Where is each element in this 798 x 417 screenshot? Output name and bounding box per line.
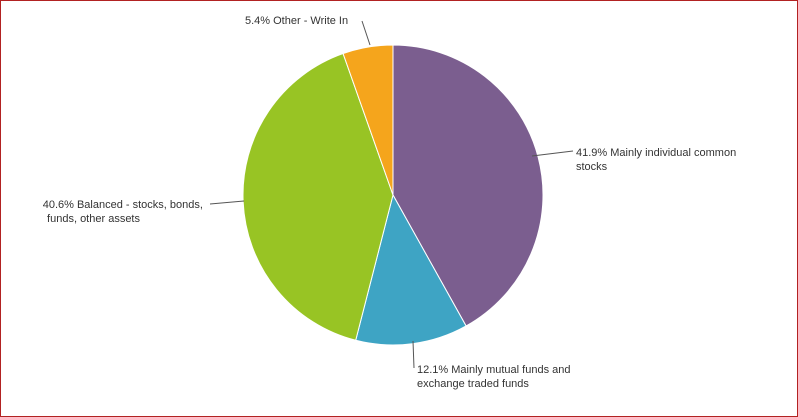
slice-label-2: 40.6% Balanced - stocks, bonds, funds, o…: [43, 199, 206, 225]
pie-slices: [242, 44, 544, 346]
slice-label-3-line-0: 5.4% Other - Write In: [245, 15, 348, 27]
leader-line-slice-3: [361, 20, 371, 46]
slice-label-2-line-1: funds, other assets: [47, 213, 140, 225]
slice-label-0: 41.9% Mainly individual common stocks: [576, 147, 739, 173]
slice-label-1-line-1: exchange traded funds: [417, 378, 529, 390]
leader-line-slice-0: [531, 150, 574, 157]
slice-label-3: 5.4% Other - Write In: [245, 15, 348, 27]
leader-line-slice-2: [209, 200, 245, 205]
pie-slice-1: [355, 193, 467, 346]
leader-line-slice-1: [412, 340, 415, 369]
pie-slice-3: [342, 44, 394, 196]
pie-slice-0: [392, 44, 544, 327]
pie-slice-2: [242, 52, 394, 341]
slice-label-0-line-1: stocks: [576, 161, 608, 173]
slice-label-1: 12.1% Mainly mutual funds and exchange t…: [417, 364, 574, 390]
slice-label-1-line-0: 12.1% Mainly mutual funds and: [417, 364, 570, 376]
slice-label-0-line-0: 41.9% Mainly individual common: [576, 147, 736, 159]
slice-label-2-line-0: 40.6% Balanced - stocks, bonds,: [43, 199, 203, 211]
